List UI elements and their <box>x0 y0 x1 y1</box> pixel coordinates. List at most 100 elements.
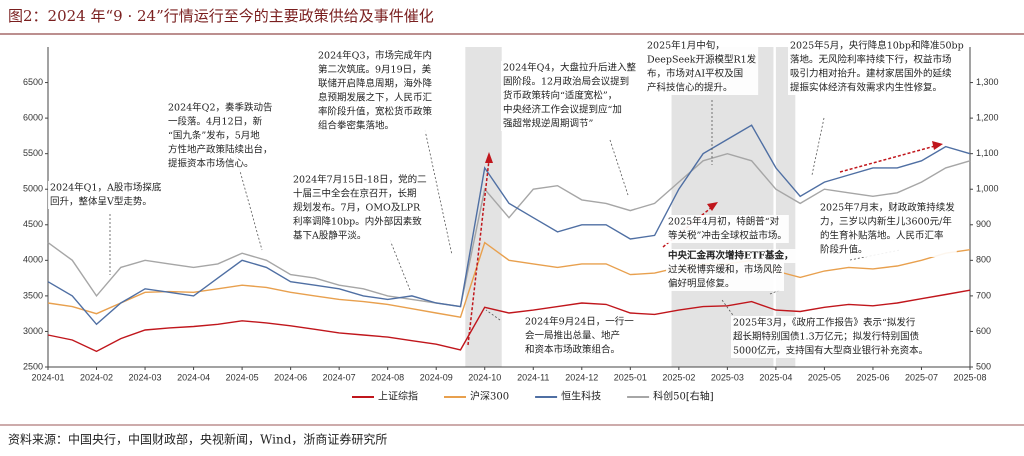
annotation-text: 吸引力相对抬升。建材家居国外的延续 <box>790 68 952 80</box>
annotation-bg <box>291 173 429 243</box>
y2-tick-label: 1,100 <box>976 148 999 158</box>
annotation-text: 中央汇金再次增持ETF基金， <box>668 250 794 262</box>
annotation: 2025年1月中旬， DeepSeek开源模型R1发布，市场对AI平权及国产科技信… <box>645 39 759 95</box>
series-line <box>47 152 971 308</box>
arrow-head <box>485 152 493 163</box>
annotation-text: 2025年7月末，财政政策持续发 <box>820 202 955 214</box>
annotation-text: 2025年3月，《政府工作报告》表示“拟发行 <box>733 317 916 329</box>
annotation-text: 基下A股静平淡。 <box>293 230 366 242</box>
x-tick-label: 2024-08 <box>371 372 404 382</box>
annotation-text: 2024年Q3，市场完成年内 <box>318 50 432 62</box>
x-tick-label: 2024-01 <box>31 372 64 382</box>
annotation-bg <box>166 101 275 171</box>
annotation-text: 2024年Q4，大盘拉升后进入整 <box>503 62 637 74</box>
annotation-text: 一段落。4月12日，新 <box>168 116 263 128</box>
annotation-bg <box>666 249 796 263</box>
annotation-text: 中央经济工作会议提到应“加 <box>503 104 622 116</box>
annotation: 2024年Q3，市场完成年内第二次筑底。9月19日，美联储开启降息周期，海外降息… <box>316 49 435 133</box>
arrow-head <box>707 202 718 211</box>
y-tick-label: 6000 <box>23 112 43 122</box>
annotation-text: 方性地产政策陆续出台， <box>168 144 273 156</box>
y-tick-label: 3500 <box>23 290 43 300</box>
annotation-bg <box>788 39 966 95</box>
x-tick-label: 2025-01 <box>614 372 647 382</box>
x-tick-label: 2024-02 <box>80 372 113 382</box>
annotation-text: 回升，整体呈V型走势。 <box>50 196 152 208</box>
series-line <box>47 124 971 326</box>
annotation-text: DeepSeek开源模型R1发 <box>647 54 757 66</box>
x-tick-label: 2024-10 <box>468 372 501 382</box>
annotation-text: 货币政策转向“适度宽松”， <box>503 90 617 102</box>
x-tick-label: 2025-06 <box>856 372 889 382</box>
annotation-text: 会一局推出总量、地产 <box>525 330 620 342</box>
arrow <box>839 145 936 173</box>
series-line <box>47 289 971 353</box>
y-tick-label: 6500 <box>23 77 43 87</box>
x-tick-label: 2025-02 <box>662 372 695 382</box>
annotation-text: 2024年7月15日-18日，党的二 <box>293 174 427 186</box>
annotation: 2025年5月，央行降息10bp和降准50bp 落地。无风险利率持续下行，权益市场… <box>788 39 966 95</box>
annotation-text: 力，三岁以内新生儿3600元/年 <box>820 216 952 228</box>
legend-label: 沪深300 <box>470 390 509 403</box>
x-tick-label: 2024-12 <box>565 372 598 382</box>
annotation-text: 偏好明显修复。 <box>668 278 735 290</box>
legend-label: 上证综指 <box>378 390 418 403</box>
annotation-text: 息预期发展之下，人民币汇 <box>318 92 433 104</box>
annotation-bg <box>818 201 957 257</box>
x-tick-label: 2025-03 <box>711 372 744 382</box>
y-tick-label: 2500 <box>23 361 43 371</box>
annotation-text: 阶段升值。 <box>820 244 868 256</box>
x-tick-label: 2025-05 <box>808 372 841 382</box>
arrow-head <box>932 141 943 150</box>
annotation-text: 的生育补贴落地。人民币汇率 <box>820 230 944 242</box>
y2-tick-label: 1,300 <box>976 77 999 87</box>
annotation-text: 2024年Q1，A股市场探底 <box>50 182 162 194</box>
annotation-text: 2025年1月中旬， <box>647 40 725 52</box>
legend-label: 科创50[右轴] <box>653 390 714 403</box>
annotation-text: 提振资本市场信心。 <box>168 158 254 170</box>
x-tick-label: 2024-03 <box>129 372 162 382</box>
annotation-text: 2025年5月，央行降息10bp和降准50bp <box>790 40 964 52</box>
annotation-text: 率阶段升值，宽松货币政策 <box>318 106 433 118</box>
arrow <box>467 159 490 346</box>
annotation-bg <box>666 215 789 243</box>
annotation-bg <box>523 315 636 357</box>
y-tick-label: 4000 <box>23 255 43 265</box>
annotation: 2025年7月末，财政政策持续发力，三岁以内新生儿3600元/年的生育补贴落地。… <box>818 201 957 257</box>
annotation-text: 等关税”冲击全球权益市场。 <box>668 230 787 242</box>
annotation-text: 超长期特别国债1.3万亿元；拟发行特别国债 <box>733 331 920 343</box>
annotation-text: 固阶段。12月政治局会议提到 <box>503 76 629 88</box>
series-line <box>47 241 971 318</box>
annotation-text: 布，市场对AI平权及国 <box>647 68 743 80</box>
y2-tick-label: 600 <box>976 326 991 336</box>
y-tick-label: 5000 <box>23 184 43 194</box>
y2-tick-label: 900 <box>976 219 991 229</box>
annotation: 中央汇金再次增持ETF基金， <box>666 249 796 263</box>
x-tick-label: 2024-11 <box>517 372 549 382</box>
y2-tick-label: 700 <box>976 290 991 300</box>
annotation: 2025年3月，《政府工作报告》表示“拟发行超长期特别国债1.3万亿元；拟发行特… <box>731 316 931 358</box>
annotation-bg <box>316 49 435 133</box>
x-tick-label: 2024-05 <box>226 372 259 382</box>
chart-title: 图2：2024 年“9 · 24”行情运行至今的主要政策供给及事件催化 <box>8 7 434 25</box>
annotation-bg <box>48 181 164 209</box>
annotation-text: 规划发布。7月，OMO及LPR <box>293 202 421 214</box>
y-tick-label: 5500 <box>23 148 43 158</box>
x-tick-label: 2025-08 <box>953 372 986 382</box>
annotation-text: 联储开启降息周期，海外降 <box>318 78 433 90</box>
y2-tick-label: 500 <box>976 361 991 371</box>
annotation-text: 提振实体经济有效需求内生性修复。 <box>790 82 942 94</box>
x-tick-label: 2024-06 <box>274 372 307 382</box>
y-tick-label: 4500 <box>23 219 43 229</box>
x-tick-label: 2024-04 <box>177 372 210 382</box>
annotation-bg <box>731 316 931 358</box>
annotation-text: 落地。无风险利率持续下行，权益市场 <box>790 54 952 66</box>
annotation-text: 2024年9月24日，一行一 <box>525 316 634 328</box>
annotation-text: 强超常规逆周期调节” <box>503 118 594 130</box>
